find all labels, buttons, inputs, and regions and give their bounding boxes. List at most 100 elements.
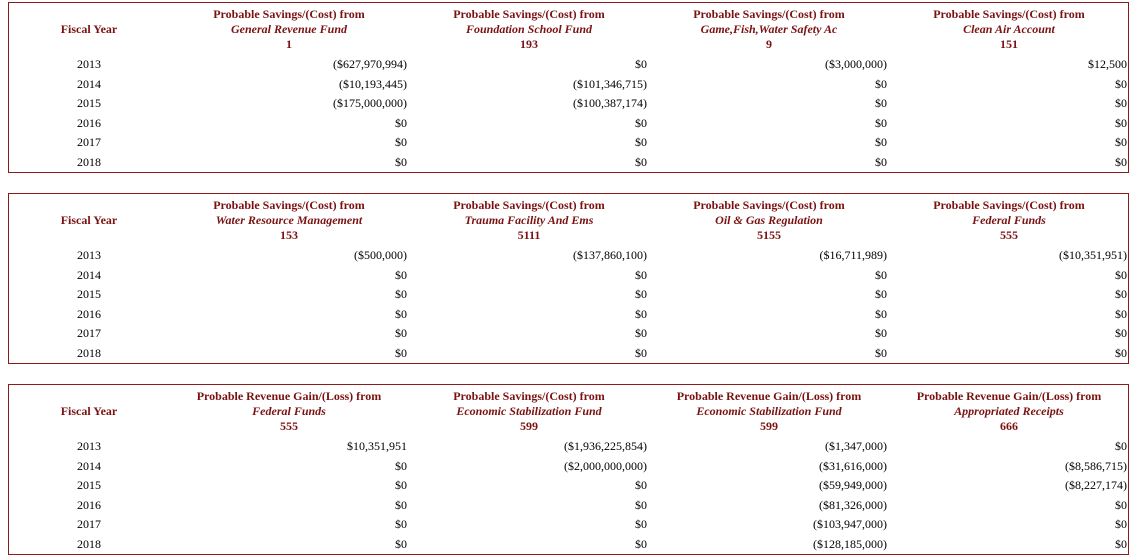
- table-row: 2017 $0 $0 $0 $0: [9, 324, 1129, 344]
- table-row: 2014 $0 $0 $0 $0: [9, 266, 1129, 286]
- table-row: 2017 $0 $0 $0 $0: [9, 133, 1129, 153]
- fiscal-year-cell: 2017: [77, 135, 101, 150]
- fiscal-year-cell: 2016: [77, 306, 101, 321]
- fiscal-table-1: Fiscal Year Probable Savings/(Cost) from G…: [8, 2, 1129, 173]
- fund-name: Clean Air Account: [963, 21, 1055, 36]
- amount-cell: $0: [395, 517, 407, 532]
- fiscal-year-cell: 2015: [77, 478, 101, 493]
- amount-cell: $0: [395, 478, 407, 493]
- column-header: Probable Savings/(Cost) from General Reve…: [169, 3, 409, 55]
- column-header: Probable Savings/(Cost) from Trauma Facil…: [409, 194, 649, 246]
- amount-cell: $0: [395, 135, 407, 150]
- fund-number: 5155: [757, 227, 781, 242]
- amount-cell: ($128,185,000): [813, 536, 887, 551]
- amount-cell: $0: [395, 458, 407, 473]
- fund-number: 1: [286, 36, 292, 51]
- amount-cell: ($101,346,715): [573, 76, 647, 91]
- table-row: 2016 $0 $0 $0 $0: [9, 114, 1129, 134]
- fund-name: Water Resource Management: [215, 212, 363, 227]
- fiscal-year-cell: 2013: [77, 439, 101, 454]
- amount-cell: $0: [395, 345, 407, 360]
- table-row: 2018 $0 $0 $0 $0: [9, 153, 1129, 173]
- amount-cell: ($175,000,000): [333, 96, 407, 111]
- amount-cell: $0: [1115, 96, 1127, 111]
- table-row: 2018 $0 $0 $0 $0: [9, 344, 1129, 364]
- amount-cell: $0: [875, 306, 887, 321]
- fiscal-table-2: Fiscal Year Probable Savings/(Cost) from W…: [8, 193, 1129, 364]
- table-row: 2015 $0 $0 ($59,949,000) ($8,227,174): [9, 476, 1129, 496]
- amount-cell: $0: [1115, 115, 1127, 130]
- table-row: 2015 ($175,000,000) ($100,387,174) $0 $0: [9, 94, 1129, 114]
- amount-cell: $0: [1115, 326, 1127, 341]
- fund-number: 555: [280, 418, 298, 433]
- fiscal-year-cell: 2018: [77, 536, 101, 551]
- fiscal-year-cell: 2013: [77, 248, 101, 263]
- amount-cell: $0: [635, 115, 647, 130]
- amount-cell: ($103,947,000): [813, 517, 887, 532]
- amount-cell: ($59,949,000): [819, 478, 887, 493]
- amount-cell: $0: [1115, 287, 1127, 302]
- amount-cell: $0: [1115, 497, 1127, 512]
- amount-cell: ($500,000): [354, 248, 407, 263]
- amount-cell: $0: [395, 115, 407, 130]
- fund-number: 599: [520, 418, 538, 433]
- amount-cell: $0: [875, 154, 887, 169]
- amount-cell: $0: [635, 497, 647, 512]
- fund-name: Foundation School Fund: [465, 21, 593, 36]
- amount-cell: $0: [635, 287, 647, 302]
- amount-cell: $0: [635, 326, 647, 341]
- column-title: Probable Revenue Gain/(Loss) from: [676, 388, 862, 403]
- fund-number: 555: [1000, 227, 1018, 242]
- fiscal-year-cell: 2017: [77, 517, 101, 532]
- fiscal-year-cell: 2013: [77, 57, 101, 72]
- amount-cell: ($627,970,994): [333, 57, 407, 72]
- fund-name: Trauma Facility And Ems: [464, 212, 594, 227]
- table-row: 2013 ($627,970,994) $0 ($3,000,000) $12,500: [9, 55, 1129, 75]
- amount-cell: ($2,000,000,000): [564, 458, 647, 473]
- fund-name: Economic Stabilization Fund: [696, 403, 842, 418]
- fiscal-year-cell: 2018: [77, 154, 101, 169]
- amount-cell: $0: [1115, 306, 1127, 321]
- fund-name: Appropriated Receipts: [954, 403, 1064, 418]
- amount-cell: $0: [875, 287, 887, 302]
- amount-cell: $0: [635, 517, 647, 532]
- amount-cell: $0: [875, 135, 887, 150]
- fiscal-year-header: Fiscal Year: [60, 212, 118, 227]
- amount-cell: $0: [875, 345, 887, 360]
- column-title: Probable Revenue Gain/(Loss) from: [196, 388, 382, 403]
- fiscal-year-cell: 2014: [77, 267, 101, 282]
- column-title: Probable Savings/(Cost) from: [453, 388, 605, 403]
- amount-cell: $0: [1115, 135, 1127, 150]
- column-title: Probable Savings/(Cost) from: [213, 197, 365, 212]
- amount-cell: $0: [635, 57, 647, 72]
- amount-cell: $0: [395, 154, 407, 169]
- amount-cell: ($137,860,100): [573, 248, 647, 263]
- table-row: 2014 $0 ($2,000,000,000) ($31,616,000) ($8,5…: [9, 457, 1129, 477]
- amount-cell: $0: [875, 115, 887, 130]
- column-header: Probable Savings/(Cost) from Economic Sta…: [409, 385, 649, 437]
- fiscal-table-3: Fiscal Year Probable Revenue Gain/(Loss) …: [8, 384, 1129, 555]
- fund-name: Economic Stabilization Fund: [456, 403, 602, 418]
- column-header: Probable Revenue Gain/(Loss) from Federal…: [169, 385, 409, 437]
- fund-number: 9: [766, 36, 772, 51]
- amount-cell: ($10,351,951): [1059, 248, 1127, 263]
- column-header: Probable Savings/(Cost) from Federal Fund…: [889, 194, 1129, 246]
- fiscal-year-header: Fiscal Year: [60, 21, 118, 36]
- amount-cell: $0: [395, 497, 407, 512]
- fiscal-year-cell: 2016: [77, 497, 101, 512]
- column-title: Probable Savings/(Cost) from: [453, 197, 605, 212]
- fund-name: Federal Funds: [972, 212, 1046, 227]
- amount-cell: ($8,586,715): [1065, 458, 1127, 473]
- amount-cell: $0: [1115, 345, 1127, 360]
- amount-cell: ($1,936,225,854): [564, 439, 647, 454]
- amount-cell: ($10,193,445): [339, 76, 407, 91]
- fiscal-year-cell: 2014: [77, 458, 101, 473]
- amount-cell: $0: [635, 135, 647, 150]
- fiscal-year-cell: 2015: [77, 287, 101, 302]
- fund-number: 151: [1000, 36, 1018, 51]
- amount-cell: $0: [395, 267, 407, 282]
- fund-number: 666: [1000, 418, 1018, 433]
- amount-cell: ($3,000,000): [825, 57, 887, 72]
- amount-cell: $0: [875, 326, 887, 341]
- amount-cell: $0: [635, 154, 647, 169]
